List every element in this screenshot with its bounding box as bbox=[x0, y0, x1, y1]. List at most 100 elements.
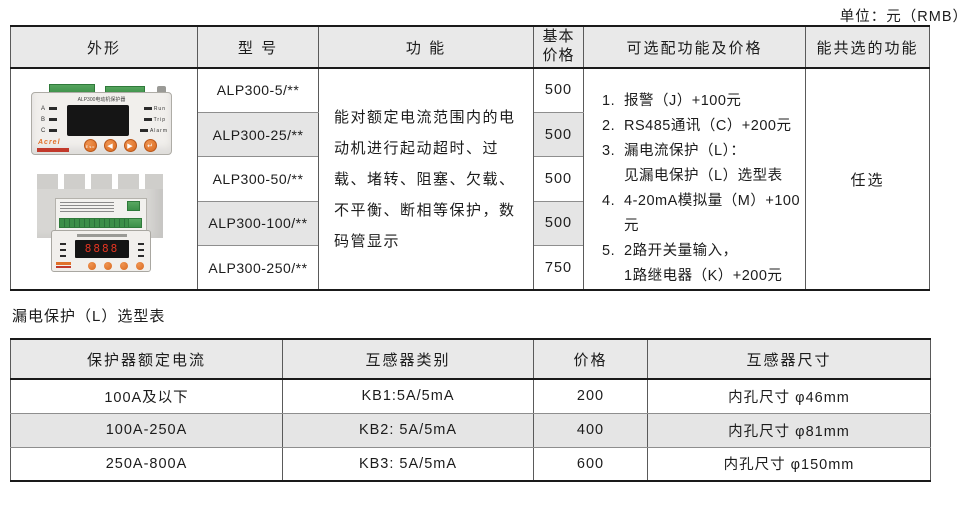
led-icon bbox=[143, 107, 152, 111]
led-icon bbox=[49, 117, 58, 121]
device-title: ALP300电动机保护器 bbox=[77, 97, 126, 103]
unit-label: 单位：元（RMB） bbox=[839, 9, 968, 25]
device-front-panel: 8888 bbox=[51, 230, 151, 272]
rated-current-cell: 100A及以下 bbox=[10, 379, 283, 414]
table-row: ALP300电动机保护器 A B C Run Trip Alarm Acrel … bbox=[10, 68, 930, 290]
table-row: 250A-800A KB3: 5A/5mA 600 内孔尺寸 φ150mm bbox=[10, 447, 931, 481]
table-row: ALP300-250/** 750 bbox=[11, 245, 930, 290]
shared-functions-cell: 任选 bbox=[805, 68, 930, 290]
heatsink-fins-icon bbox=[37, 174, 163, 189]
leakage-table-title: 漏电保护（L）选型表 bbox=[12, 308, 166, 325]
enter-button-icon: ↵ bbox=[144, 139, 157, 152]
price-cell: 500 bbox=[533, 201, 584, 247]
esc-button-icon bbox=[88, 262, 96, 270]
led-icon bbox=[138, 249, 144, 251]
spec-label bbox=[60, 202, 114, 213]
price-cell: 500 bbox=[533, 68, 584, 113]
trip-label: Trip bbox=[143, 117, 166, 123]
table-row: 100A及以下 KB1:5A/5mA 200 内孔尺寸 φ46mm bbox=[10, 379, 931, 414]
brand-logo bbox=[56, 262, 71, 265]
transformer-type-cell: KB2: 5A/5mA bbox=[282, 413, 534, 448]
optional-features-cell: 1. 报警（J）+100元 2. RS485通讯（C）+200元 3. 漏电流保护（L… bbox=[583, 68, 806, 290]
table-row: 100A-250A KB2: 5A/5mA 400 内孔尺寸 φ81mm bbox=[10, 413, 931, 448]
header-transformer-size: 互感器尺寸 bbox=[647, 339, 931, 380]
brand-logo: Acrel bbox=[38, 139, 61, 146]
rated-current-cell: 100A-250A bbox=[10, 413, 283, 448]
optional-item: 5. 2路开关量输入， bbox=[602, 243, 738, 259]
optional-item: 4. 4-20mA模拟量（M）+100元 bbox=[602, 193, 801, 234]
header-shared: 能共选的功能 bbox=[805, 26, 930, 69]
model-cell: ALP300-100/** bbox=[197, 201, 319, 247]
led-icon bbox=[138, 255, 144, 257]
product-photo-front-panel: ALP300电动机保护器 A B C Run Trip Alarm Acrel … bbox=[31, 84, 172, 155]
pricing-header-row: 外形 型 号 功 能 基本 价格 可选配功能及价格 能共选的功能 bbox=[10, 26, 930, 69]
terminal-block-icon bbox=[127, 201, 140, 211]
model-cell: ALP300-25/** bbox=[197, 112, 319, 158]
table-row: ALP300-50/** 500 bbox=[11, 156, 930, 202]
brand-bar bbox=[56, 266, 71, 268]
led-icon bbox=[143, 118, 152, 122]
price-cell: 400 bbox=[533, 413, 648, 448]
right-arrow-button-icon: ▶ bbox=[124, 139, 137, 152]
led-icon bbox=[60, 255, 66, 257]
device-body: ALP300电动机保护器 A B C Run Trip Alarm Acrel … bbox=[31, 92, 172, 155]
terminal-strip-icon bbox=[59, 218, 129, 228]
optional-item: 3. 漏电流保护（L）： bbox=[602, 143, 746, 159]
leakage-header-row: 保护器额定电流 互感器类别 价格 互感器尺寸 bbox=[10, 339, 931, 380]
phase-a-label: A bbox=[41, 106, 58, 112]
transformer-size-cell: 内孔尺寸 φ46mm bbox=[647, 379, 931, 414]
led-icon bbox=[49, 128, 58, 132]
terminal-block-icon bbox=[128, 218, 142, 228]
leakage-selection-table: 保护器额定电流 互感器类别 价格 互感器尺寸 100A及以下 KB1:5A/5m… bbox=[10, 338, 931, 482]
led-icon bbox=[139, 129, 148, 133]
header-base-price: 基本 价格 bbox=[533, 26, 584, 69]
enter-button-icon bbox=[136, 262, 144, 270]
module-body bbox=[55, 198, 147, 232]
header-rated-current: 保护器额定电流 bbox=[10, 339, 283, 380]
device-title-bar bbox=[77, 234, 127, 237]
price-cell: 200 bbox=[533, 379, 648, 414]
optional-item: 1. 报警（J）+100元 bbox=[602, 93, 742, 109]
price-cell: 750 bbox=[533, 245, 584, 290]
led-icon bbox=[138, 243, 144, 245]
optional-item-continuation: 1路继电器（K）+200元 bbox=[624, 268, 783, 284]
model-cell: ALP300-50/** bbox=[197, 156, 319, 202]
alarm-label: Alarm bbox=[139, 128, 168, 134]
phase-b-label: B bbox=[41, 117, 58, 123]
led-display: 8888 bbox=[75, 240, 129, 258]
table-row: ALP300-100/** 500 bbox=[11, 201, 930, 247]
transformer-type-cell: KB3: 5A/5mA bbox=[282, 447, 534, 481]
header-appearance: 外形 bbox=[10, 26, 198, 69]
price-cell: 600 bbox=[533, 447, 648, 481]
header-optional: 可选配功能及价格 bbox=[583, 26, 806, 69]
run-label: Run bbox=[143, 106, 166, 112]
table-row: ALP300-25/** 500 bbox=[11, 112, 930, 158]
knob-icon bbox=[157, 86, 166, 94]
function-cell: 能对额定电流范围内的电动机进行起动超时、过载、堵转、阻塞、欠载、不平衡、断相等保… bbox=[318, 68, 534, 290]
led-display bbox=[67, 105, 129, 136]
esc-button-icon: Esc bbox=[84, 139, 97, 152]
header-function: 功 能 bbox=[318, 26, 534, 69]
price-cell: 500 bbox=[533, 156, 584, 202]
transformer-size-cell: 内孔尺寸 φ150mm bbox=[647, 447, 931, 481]
optional-item-continuation: 见漏电保护（L）选型表 bbox=[624, 168, 783, 184]
led-icon bbox=[60, 243, 66, 245]
left-arrow-button-icon: ◀ bbox=[104, 139, 117, 152]
right-arrow-button-icon bbox=[120, 262, 128, 270]
product-photo-mounted-module: 8888 bbox=[29, 174, 171, 272]
brand-bar bbox=[37, 148, 69, 152]
model-cell: ALP300-5/** bbox=[197, 68, 319, 113]
left-arrow-button-icon bbox=[104, 262, 112, 270]
header-transformer-type: 互感器类别 bbox=[282, 339, 534, 380]
led-icon bbox=[49, 106, 58, 110]
appearance-cell: ALP300电动机保护器 A B C Run Trip Alarm Acrel … bbox=[10, 68, 198, 290]
header-price: 价格 bbox=[533, 339, 648, 380]
transformer-size-cell: 内孔尺寸 φ81mm bbox=[647, 413, 931, 448]
led-icon bbox=[60, 249, 66, 251]
rated-current-cell: 250A-800A bbox=[10, 447, 283, 481]
price-cell: 500 bbox=[533, 112, 584, 158]
header-model: 型 号 bbox=[197, 26, 319, 69]
optional-item: 2. RS485通讯（C）+200元 bbox=[602, 118, 792, 134]
pricing-table: 外形 型 号 功 能 基本 价格 可选配功能及价格 能共选的功能 ALP300电… bbox=[10, 25, 930, 291]
model-cell: ALP300-250/** bbox=[197, 245, 319, 290]
